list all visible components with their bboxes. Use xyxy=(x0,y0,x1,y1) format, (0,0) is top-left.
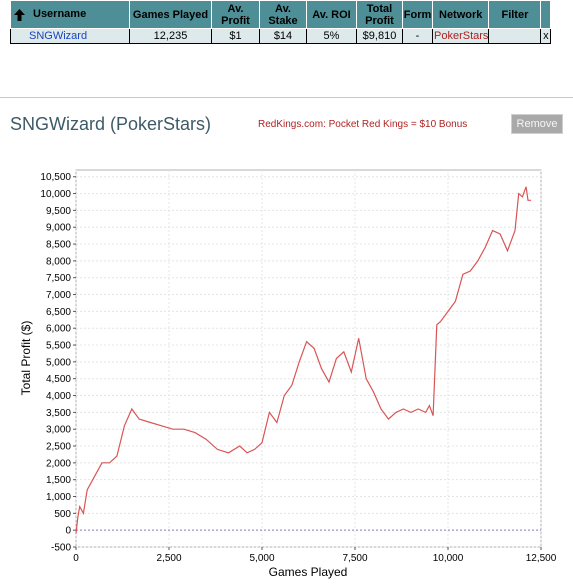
x-tick-label: 5,000 xyxy=(249,553,274,564)
y-tick-label: 3,000 xyxy=(46,425,71,436)
x-axis-ticks: 0 2,500 5,000 7,500 10,000 12,500 xyxy=(73,547,557,564)
y-tick-label: 2,500 xyxy=(46,442,71,453)
y-tick-label: 7,000 xyxy=(46,290,71,301)
y-tick-label: 2,000 xyxy=(46,458,71,469)
plot-area xyxy=(75,169,542,548)
table-header-row: Username Games Played Av. Profit Av. Sta… xyxy=(10,0,552,29)
remove-button[interactable]: Remove xyxy=(511,114,563,134)
y-tick-label: 0 xyxy=(65,526,71,537)
av-stake-column-header[interactable]: Av. Stake xyxy=(259,0,307,29)
panel-title: SNGWizard (PokerStars) xyxy=(10,114,212,134)
av-roi-column-header[interactable]: Av. ROI xyxy=(306,0,357,29)
close-row-button[interactable]: x xyxy=(540,28,552,44)
table-row: SNGWizard 12,235 $1 $14 5% $9,810 - Poke… xyxy=(10,28,552,44)
y-tick-label: 5,500 xyxy=(46,341,71,352)
filter-column-header[interactable]: Filter xyxy=(488,0,542,29)
y-tick-label: 4,500 xyxy=(46,374,71,385)
total-profit-column-header[interactable]: Total Profit xyxy=(356,0,403,29)
av-roi-cell: 5% xyxy=(306,28,357,44)
y-tick-label: 1,500 xyxy=(46,475,71,486)
network-column-header[interactable]: Network xyxy=(431,0,490,29)
form-column-header[interactable]: Form xyxy=(402,0,433,29)
y-tick-label: 10,500 xyxy=(40,172,71,183)
y-tick-label: 10,000 xyxy=(40,189,71,200)
y-tick-label: 9,000 xyxy=(46,223,71,234)
y-axis-label: Total Profit ($) xyxy=(19,321,33,396)
x-tick-label: 0 xyxy=(73,553,79,564)
username-header-label: Username xyxy=(33,8,87,21)
y-tick-label: 500 xyxy=(54,509,71,520)
games-played-cell: 12,235 xyxy=(129,28,212,44)
av-profit-cell: $1 xyxy=(211,28,260,44)
x-tick-label: 7,500 xyxy=(342,553,367,564)
stats-table: Username Games Played Av. Profit Av. Sta… xyxy=(10,0,552,44)
scroll-column-header xyxy=(540,0,552,29)
y-tick-label: 8,500 xyxy=(46,240,71,251)
y-tick-label: -500 xyxy=(51,543,71,554)
y-tick-label: 3,500 xyxy=(46,408,71,419)
x-tick-label: 10,000 xyxy=(433,553,464,564)
y-tick-label: 5,000 xyxy=(46,357,71,368)
up-arrow-icon[interactable] xyxy=(14,8,25,21)
y-tick-label: 4,000 xyxy=(46,391,71,402)
y-tick-label: 7,500 xyxy=(46,273,71,284)
x-tick-label: 2,500 xyxy=(156,553,181,564)
username-column-header[interactable]: Username xyxy=(10,0,130,29)
profit-chart: -50005001,0001,5002,0002,5003,0003,5004,… xyxy=(19,169,557,579)
games-played-column-header[interactable]: Games Played xyxy=(129,0,212,29)
profit-series-line xyxy=(75,186,532,534)
section-divider xyxy=(0,97,573,98)
y-axis-ticks: -500 0 500 1,000 1,500 2,000 2,500 3,000 3,500 4,… xyxy=(40,172,76,554)
av-stake-cell: $14 xyxy=(259,28,307,44)
form-cell: - xyxy=(402,28,433,44)
x-axis-label: Games Played xyxy=(269,565,348,579)
y-tick-label: 8,000 xyxy=(46,256,71,267)
x-tick-label: 12,500 xyxy=(526,553,557,564)
y-tick-label: 9,500 xyxy=(46,206,71,217)
y-tick-label: 6,000 xyxy=(46,324,71,335)
username-cell[interactable]: SNGWizard xyxy=(10,28,130,44)
filter-cell[interactable] xyxy=(488,28,542,44)
y-tick-label: 1,000 xyxy=(46,492,71,503)
y-tick-label: 6,500 xyxy=(46,307,71,318)
gridlines xyxy=(75,170,542,548)
total-profit-cell: $9,810 xyxy=(356,28,403,44)
promo-text: RedKings.com: Pocket Red Kings = $10 Bon… xyxy=(258,119,468,130)
av-profit-column-header[interactable]: Av. Profit xyxy=(211,0,260,29)
network-cell: PokerStars xyxy=(431,28,490,44)
